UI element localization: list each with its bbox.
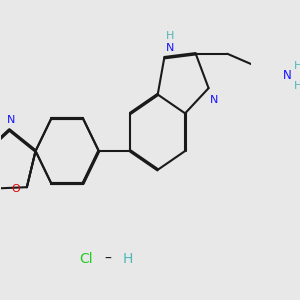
- Text: H: H: [123, 252, 133, 266]
- Text: N: N: [166, 43, 174, 53]
- Text: N: N: [209, 95, 218, 105]
- Text: O: O: [12, 184, 20, 194]
- Text: Cl: Cl: [80, 252, 93, 266]
- Text: H: H: [293, 61, 300, 71]
- Text: H: H: [293, 81, 300, 91]
- Text: N: N: [283, 69, 292, 82]
- Text: H: H: [166, 31, 174, 41]
- Text: –: –: [104, 252, 111, 266]
- Text: N: N: [7, 115, 15, 125]
